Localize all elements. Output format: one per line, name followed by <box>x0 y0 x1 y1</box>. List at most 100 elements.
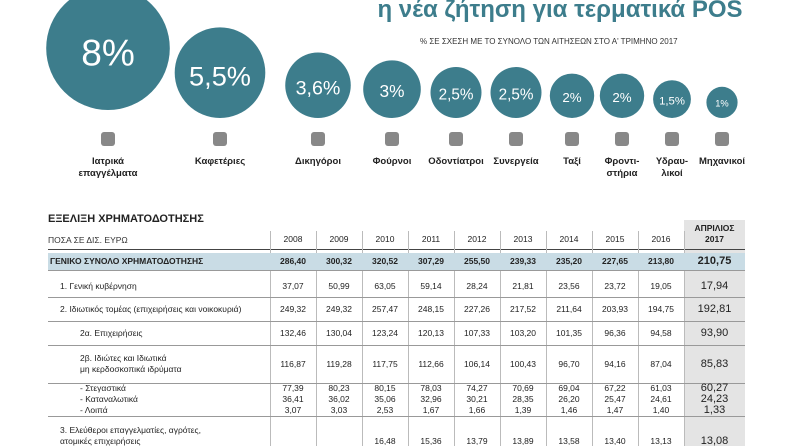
bubble-label: 2% <box>562 90 581 105</box>
table-cell: 119,28 <box>326 358 352 369</box>
chart-title: η νέα ζήτηση για τερματικά POS <box>377 0 743 23</box>
table-cell: 1,40 <box>652 405 670 415</box>
icon <box>509 132 523 146</box>
table-cell: 80,23 <box>328 383 350 393</box>
table-cell: 286,40 <box>280 256 306 266</box>
table-cell: 60,27 <box>700 382 729 394</box>
column-rule <box>500 231 501 446</box>
bubble <box>363 60 421 118</box>
category-label: Οδοντίατροι <box>428 156 484 167</box>
bubble-label: 1% <box>715 99 729 109</box>
row-rule <box>48 383 745 384</box>
row-label: ΓΕΝΙΚΟ ΣΥΝΟΛΟ ΧΡΗΜΑΤΟΔΟΤΗΣΗΣ <box>50 256 204 266</box>
bubble <box>430 67 482 118</box>
row-label: - Στεγαστικά <box>80 383 126 393</box>
bubble <box>549 73 595 119</box>
category-label: Μηχανικοί <box>698 156 746 167</box>
row-rule <box>48 270 745 271</box>
row-label: 2β. Ιδιώτες και Ιδιωτικά μη κερδοσκοπικά… <box>80 353 182 374</box>
table-cell: 13,58 <box>558 436 580 446</box>
column-header: 2011 <box>421 234 441 244</box>
table-cell: 1,47 <box>606 405 624 415</box>
bubble <box>285 52 351 119</box>
icon <box>311 132 325 146</box>
table-cell: 70,69 <box>512 383 534 393</box>
table-cell: 63,05 <box>374 280 396 291</box>
table-cell: 211,64 <box>556 303 582 314</box>
row-label: - Λοιπά <box>80 405 108 415</box>
bubble <box>490 67 542 118</box>
icon <box>449 132 463 146</box>
chart-subtitle: % ΣΕ ΣΧΕΣΗ ΜΕ ΤΟ ΣΥΝΟΛΟ ΤΩΝ ΑΙΤΗΣΕΩΝ ΣΤΟ… <box>420 37 678 46</box>
icon <box>213 132 227 146</box>
table-cell: 19,05 <box>650 280 672 291</box>
row-rule <box>48 416 745 417</box>
table-cell: 1,46 <box>560 405 578 415</box>
table-cell: 227,26 <box>464 303 490 314</box>
table-cell: 203,93 <box>602 303 628 314</box>
bubble-label: 2,5% <box>439 87 474 104</box>
table-cell: 217,52 <box>510 303 536 314</box>
table-cell: 17,94 <box>700 279 729 292</box>
table-cell: 24,23 <box>700 393 729 405</box>
table-cell: 3,07 <box>284 405 302 415</box>
bubble-label: 8% <box>81 31 135 73</box>
bubble <box>653 80 691 118</box>
column-header: 2009 <box>329 234 349 244</box>
table-cell: 249,32 <box>280 303 306 314</box>
table-cell: 37,07 <box>282 280 304 291</box>
row-rule <box>48 345 745 346</box>
bubble-label: 1,5% <box>659 95 685 107</box>
table-cell: 28,24 <box>466 280 488 291</box>
table-cell: 1,67 <box>422 405 440 415</box>
table-cell: 100,43 <box>510 358 536 369</box>
table-cell: 94,16 <box>604 358 626 369</box>
category-label: Φροντι- στήρια <box>604 156 640 179</box>
table-cell: 235,20 <box>556 256 582 266</box>
table-cell: 213,80 <box>648 256 674 266</box>
table-cell: 35,06 <box>374 394 396 404</box>
table-cell: 36,02 <box>328 394 350 404</box>
table-title: ΕΞΕΛΙΞΗ ΧΡΗΜΑΤΟΔΟΤΗΣΗΣ <box>48 213 204 225</box>
table-cell: 2,53 <box>376 405 394 415</box>
table-cell: 192,81 <box>697 302 732 315</box>
table-cell: 13,08 <box>700 435 729 446</box>
bubble <box>46 0 170 110</box>
table-cell: 13,79 <box>466 436 488 446</box>
table-cell: 130,04 <box>326 327 352 338</box>
column-header: 2008 <box>283 234 303 244</box>
table-cell: 87,04 <box>650 358 672 369</box>
table-cell: 85,83 <box>700 357 729 370</box>
icon <box>665 132 679 146</box>
row-label: 3. Ελεύθεροι επαγγελματίες, αγρότες, ατο… <box>60 424 202 446</box>
table-cell: 78,03 <box>420 383 442 393</box>
row-rule <box>48 321 745 322</box>
table-cell: 227,65 <box>602 256 628 266</box>
table-cell: 106,14 <box>464 358 490 369</box>
category-label: Ιατρικά επαγγέλματα <box>78 156 138 179</box>
table-cell: 94,58 <box>650 327 672 338</box>
table-cell: 300,32 <box>326 256 352 266</box>
category-label: Δικηγόροι <box>295 156 341 167</box>
bubble <box>174 27 266 119</box>
table-cell: 16,48 <box>374 436 396 446</box>
table-cell: 112,66 <box>418 358 444 369</box>
table-cell: 74,27 <box>466 383 488 393</box>
icon <box>385 132 399 146</box>
column-rule <box>316 231 317 446</box>
row-label: - Καταναλωτικά <box>80 394 138 404</box>
table-cell: 120,13 <box>418 327 444 338</box>
icon <box>565 132 579 146</box>
table-unit: ΠΟΣΑ ΣΕ ΔΙΣ. ΕΥΡΩ <box>48 235 128 245</box>
table-cell: 67,22 <box>604 383 626 393</box>
table-cell: 80,15 <box>374 383 396 393</box>
table-cell: 59,14 <box>420 280 442 291</box>
row-label: 2. Ιδιωτικός τομέας (επιχειρήσεις και νο… <box>60 303 242 314</box>
table-cell: 28,35 <box>512 394 534 404</box>
category-label: Υδραυ- λικοί <box>655 156 689 179</box>
bubble-label: 2,5% <box>499 87 534 104</box>
table-cell: 1,33 <box>703 404 726 416</box>
table-cell: 21,81 <box>512 280 534 291</box>
table-cell: 15,36 <box>420 436 442 446</box>
